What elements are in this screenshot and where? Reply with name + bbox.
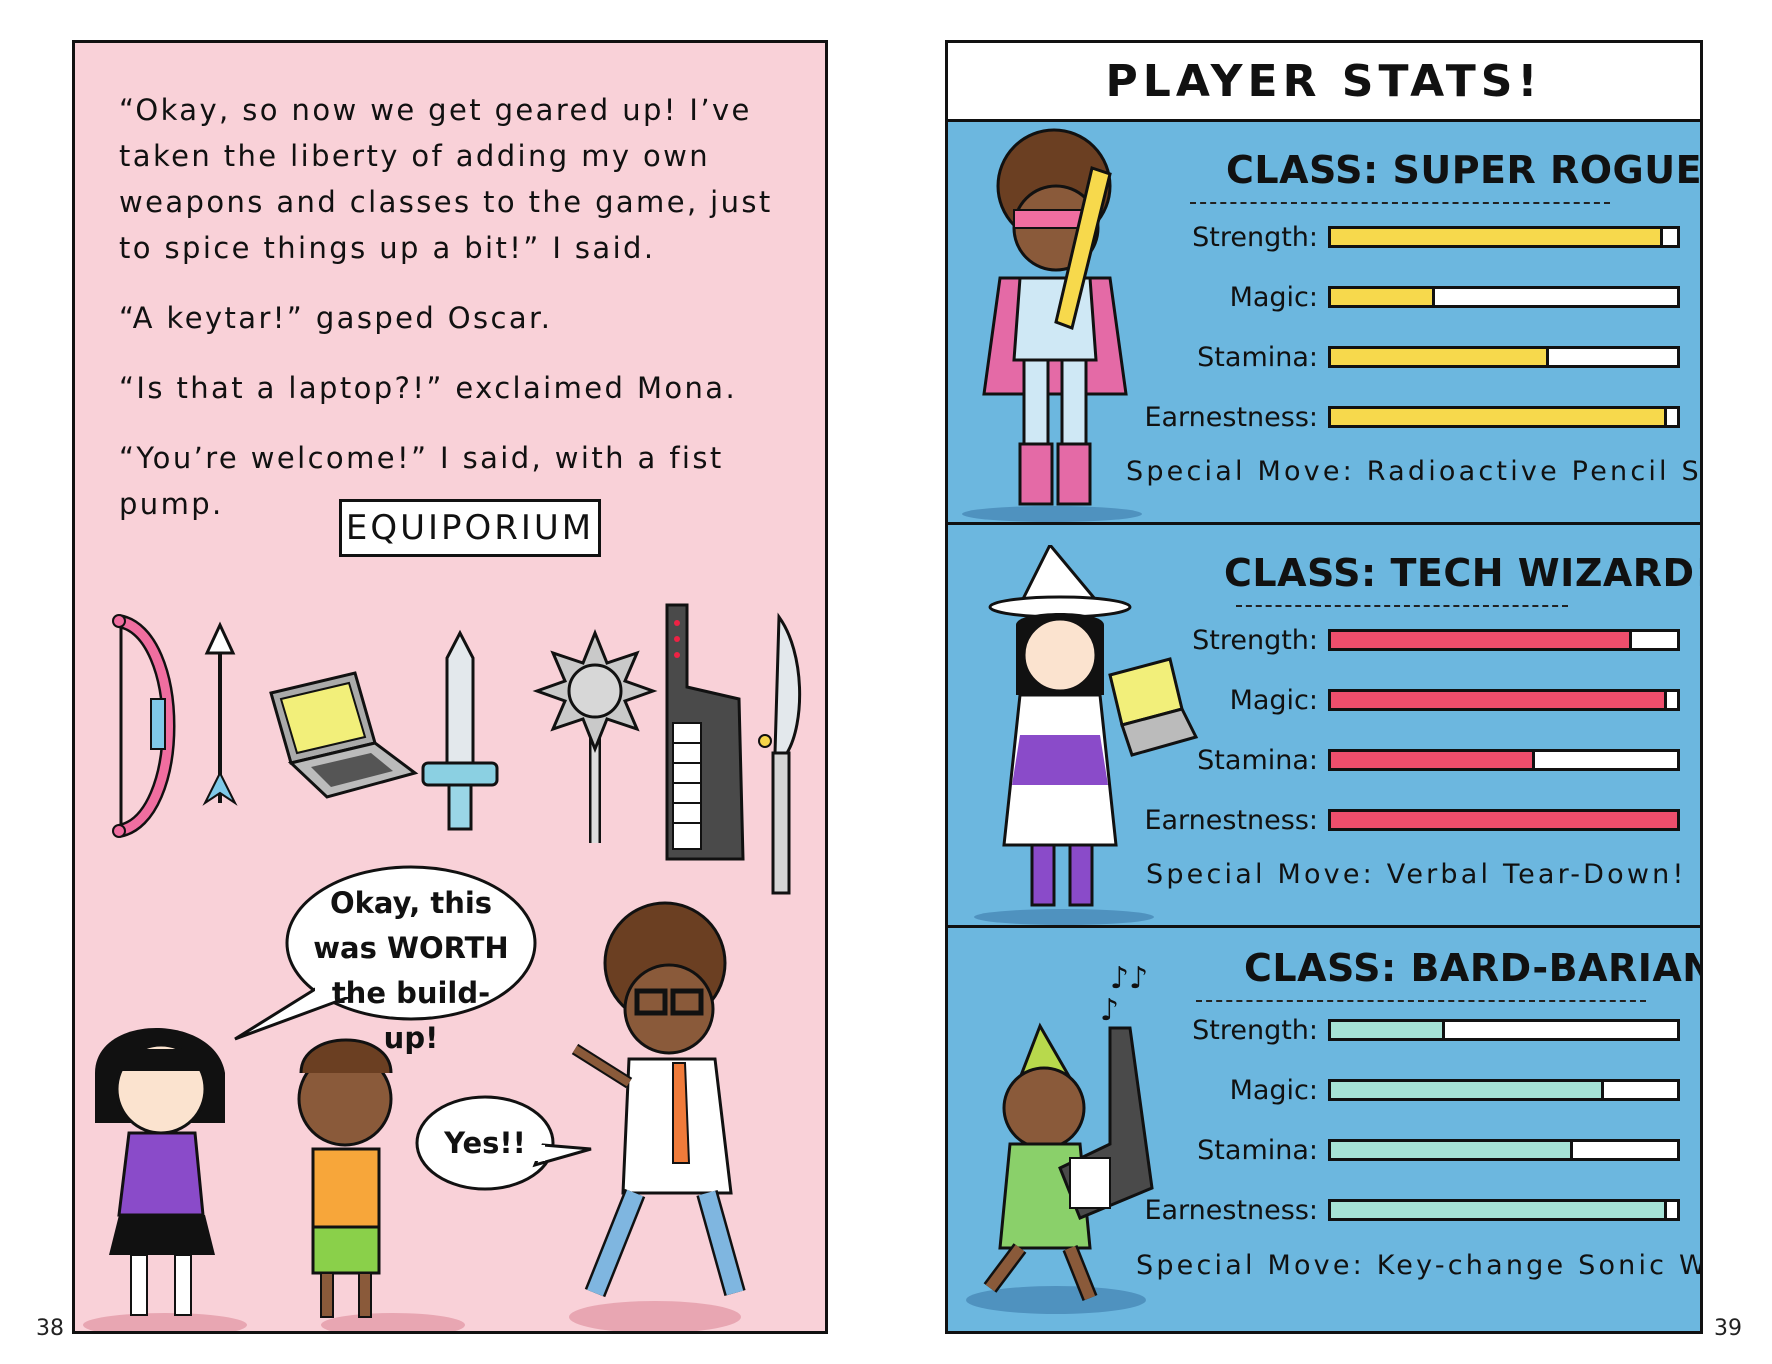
stat-bar-fill: [1331, 1202, 1667, 1218]
mona-speech-line-1: Okay, this: [329, 886, 493, 920]
stat-bar-track: [1328, 1019, 1680, 1041]
stat-bar-track: [1328, 1139, 1680, 1161]
class-block-super-rogue: CLASS: SUPER ROGUE! Strength: Magic: Sta…: [948, 122, 1700, 525]
stat-bar-fill: [1331, 409, 1667, 425]
sword-icon: [421, 629, 499, 831]
narrator-character: [569, 901, 746, 1331]
title-divider: [1190, 202, 1610, 204]
oscar-speech-text: Yes!!: [444, 1126, 526, 1160]
stat-bar-fill: [1331, 692, 1667, 708]
stat-row-earnestness: Earnestness:: [1144, 401, 1688, 435]
left-page-number: 38: [36, 1316, 64, 1341]
stat-label: Strength:: [1192, 222, 1318, 253]
mona-character: [83, 1028, 247, 1331]
title-divider: [1196, 1000, 1646, 1002]
stat-label: Earnestness:: [1144, 402, 1318, 433]
spear-icon: [758, 612, 802, 895]
stat-label: Magic:: [1229, 685, 1318, 716]
stat-bar-track: [1328, 1079, 1680, 1101]
narration-paragraph-4: “You’re welcome!” I said, with a fist pu…: [119, 441, 724, 521]
stat-label: Earnestness:: [1144, 1195, 1318, 1226]
stat-row-strength: Strength:: [1148, 624, 1688, 658]
weapons-row: [112, 603, 802, 895]
stat-row-strength: Strength:: [1148, 1014, 1688, 1048]
stat-bar-track: [1328, 226, 1680, 248]
narration-paragraph-3: “Is that a laptop?!” exclaimed Mona.: [119, 371, 738, 405]
laptop-icon: [269, 671, 419, 799]
special-move-tech-wizard: Special Move: Verbal Tear-Down!: [1146, 859, 1687, 890]
stat-bar-track: [1328, 629, 1680, 651]
class-title-bard-barian: CLASS: BARD-BARIAN!: [1244, 946, 1703, 990]
narration-paragraph-2: “A keytar!” gasped Oscar.: [119, 301, 553, 335]
stat-row-magic: Magic:: [1148, 281, 1688, 315]
mona-speech-line-2: was WORTH: [313, 931, 509, 965]
narration-text: “Okay, so now we get geared up! I’ve tak…: [119, 87, 799, 551]
right-page-number: 39: [1714, 1316, 1742, 1341]
title-divider: [1236, 605, 1568, 607]
stat-bar-fill: [1331, 1022, 1446, 1038]
stat-row-earnestness: Earnestness:: [1144, 804, 1688, 838]
left-page-panel: “Okay, so now we get geared up! I’ve tak…: [72, 40, 828, 1334]
class-block-bard-barian: ♪♪ ♪ CLASS: BARD-BARIAN! Strength: Magic…: [948, 928, 1700, 1331]
stat-row-stamina: Stamina:: [1148, 744, 1688, 778]
stat-label: Stamina:: [1197, 745, 1318, 776]
tech-wizard-character: [974, 545, 1199, 925]
stat-bar-fill: [1331, 1142, 1574, 1158]
stat-label: Stamina:: [1197, 342, 1318, 373]
equiporium-sign: EQUIPORIUM: [339, 499, 601, 557]
super-rogue-character: [962, 128, 1142, 522]
stat-bar-track: [1328, 346, 1680, 368]
oscar-character: [297, 1038, 465, 1331]
stat-row-strength: Strength:: [1148, 221, 1688, 255]
class-title-tech-wizard: CLASS: TECH WIZARD!: [1224, 551, 1703, 595]
oscar-speech-bubble: [415, 1095, 592, 1191]
stat-row-magic: Magic:: [1148, 1074, 1688, 1108]
svg-text:♪♪: ♪♪: [1110, 961, 1148, 996]
stat-bar-fill: [1331, 289, 1435, 305]
stat-row-magic: Magic:: [1148, 684, 1688, 718]
stat-bar-track: [1328, 809, 1680, 831]
stat-bar-track: [1328, 286, 1680, 308]
player-stats-header: PLAYER STATS!: [948, 43, 1700, 122]
stat-label: Earnestness:: [1144, 805, 1318, 836]
bard-barian-character: ♪♪ ♪: [966, 961, 1154, 1314]
stat-bar-track: [1328, 689, 1680, 711]
svg-text:♪: ♪: [1100, 993, 1119, 1028]
special-move-super-rogue: Special Move: Radioactive Pencil Storm!: [1126, 456, 1702, 487]
class-block-tech-wizard: CLASS: TECH WIZARD! Strength: Magic: Sta…: [948, 525, 1700, 928]
mona-speech-bubble: [234, 865, 537, 1041]
stat-label: Magic:: [1229, 1075, 1318, 1106]
class-title-super-rogue: CLASS: SUPER ROGUE!: [1226, 148, 1703, 192]
stat-row-earnestness: Earnestness:: [1144, 1194, 1688, 1228]
stat-label: Strength:: [1192, 1015, 1318, 1046]
stat-bar-track: [1328, 406, 1680, 428]
stat-bar-track: [1328, 749, 1680, 771]
stat-label: Strength:: [1192, 625, 1318, 656]
stat-bar-track: [1328, 1199, 1680, 1221]
arrow-icon: [202, 621, 238, 806]
narration-paragraph-1: “Okay, so now we get geared up! I’ve tak…: [119, 93, 773, 265]
stat-bar-fill: [1331, 1082, 1605, 1098]
bow-icon: [112, 614, 176, 838]
stat-bar-fill: [1331, 752, 1536, 768]
mona-speech-line-3: the build-up!: [331, 976, 491, 1055]
stat-bar-fill: [1331, 812, 1677, 828]
equiporium-label: EQUIPORIUM: [345, 508, 595, 548]
stat-label: Stamina:: [1197, 1135, 1318, 1166]
stat-label: Magic:: [1229, 282, 1318, 313]
player-stats-panel: PLAYER STATS! CLASS: SUPER ROGUE! Streng…: [945, 40, 1703, 1334]
mace-icon: [532, 628, 658, 843]
keytar-icon: [665, 603, 745, 861]
mona-speech-text: Okay, this was WORTH the build-up!: [311, 881, 511, 1061]
stat-bar-fill: [1331, 632, 1633, 648]
stat-row-stamina: Stamina:: [1148, 1134, 1688, 1168]
stat-bar-fill: [1331, 349, 1549, 365]
stat-row-stamina: Stamina:: [1148, 341, 1688, 375]
characters-scene: [83, 865, 746, 1331]
stat-bar-fill: [1331, 229, 1664, 245]
special-move-bard-barian: Special Move: Key-change Sonic Wave!: [1136, 1250, 1700, 1281]
